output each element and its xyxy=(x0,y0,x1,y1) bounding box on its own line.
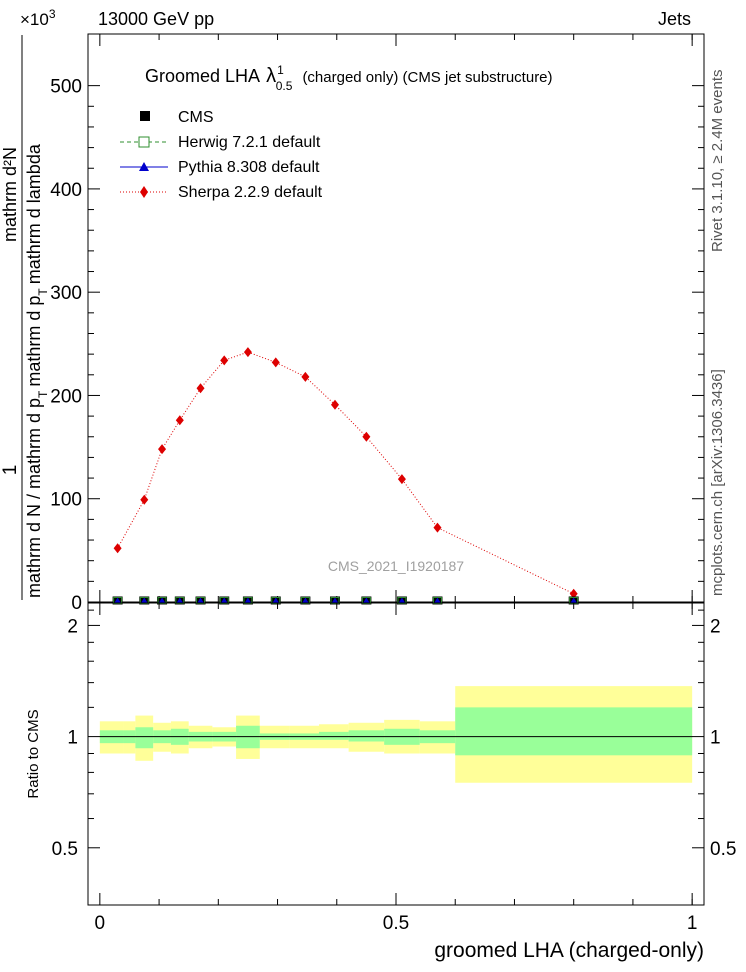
sherpa-point xyxy=(330,399,339,410)
sherpa-point xyxy=(433,522,442,533)
ytick-label-100: 100 xyxy=(50,490,82,511)
main-series-group xyxy=(112,347,579,605)
pythia-point xyxy=(434,597,441,603)
pythia-point xyxy=(302,597,309,603)
legend-label-sherpa: Sherpa 2.2.9 default xyxy=(178,184,323,201)
legend-label-pythia: Pythia 8.308 default xyxy=(178,159,320,176)
xlabel: groomed LHA (charged-only) xyxy=(434,939,704,962)
pythia-point xyxy=(331,597,338,603)
pythia-point xyxy=(114,597,121,603)
pythia-point xyxy=(570,597,577,603)
sherpa-point xyxy=(140,494,149,505)
legend-label-herwig: Herwig 7.2.1 default xyxy=(178,134,321,151)
ratio-bands xyxy=(99,686,693,783)
pythia-point xyxy=(176,597,183,603)
ratio-ytick-label-left: 2 xyxy=(67,616,78,637)
legend-marker-cms xyxy=(140,111,150,121)
sherpa-point xyxy=(243,347,252,358)
header-left: 13000 GeV pp xyxy=(98,9,214,29)
sherpa-point xyxy=(220,355,229,366)
sherpa-point xyxy=(175,415,184,426)
main-axis-ticks: 0 100 200 300 400 500 xyxy=(50,34,704,614)
sherpa-point xyxy=(271,357,280,368)
legend: CMS Herwig 7.2.1 default Pythia 8.308 de… xyxy=(120,109,323,201)
sherpa-point xyxy=(397,474,406,485)
legend-marker-pythia xyxy=(139,162,149,171)
pythia-point xyxy=(272,597,279,603)
ytick-label-0: 0 xyxy=(71,593,82,614)
ratio-inner-band xyxy=(455,707,693,756)
ratio-inner-band xyxy=(348,730,385,742)
legend-marker-herwig xyxy=(138,136,150,148)
ytick-label-300: 300 xyxy=(50,283,82,304)
ratio-inner-band xyxy=(319,731,349,740)
rivet-label: Rivet 3.1.10, ≥ 2.4M events xyxy=(709,70,726,253)
ratio-ylabel: Ratio to CMS xyxy=(25,709,42,798)
ytick-label-500: 500 xyxy=(50,77,82,98)
ylabel-line1: mathrm d N / mathrm d pTmathrm d pTmathr… xyxy=(24,143,50,598)
pythia-point xyxy=(197,597,204,603)
ratio-ytick-label-left: 0.5 xyxy=(52,839,78,860)
pythia-point xyxy=(159,597,166,603)
header-exponent: ×103 xyxy=(20,7,56,29)
sherpa-point xyxy=(196,383,205,394)
legend-label-cms: CMS xyxy=(178,109,214,126)
analysis-watermark: CMS_2021_I1920187 xyxy=(328,558,464,574)
legend-marker-sherpa xyxy=(140,186,148,198)
ratio-ytick-label-right: 1 xyxy=(710,728,721,749)
main-ylabel: 1 mathrm d N / mathrm d pTmathrm d pTmat… xyxy=(0,35,50,600)
ratio-axis-ticks: 0.5 0.5 1 1 2 2 0 0.5 1 xyxy=(52,603,736,934)
sherpa-line xyxy=(117,351,574,595)
sherpa-point xyxy=(113,543,122,554)
ratio-ytick-label-right: 2 xyxy=(710,616,721,637)
sherpa-point xyxy=(158,444,167,455)
ratio-ytick-label-left: 1 xyxy=(67,728,78,749)
ylabel-fraction-top: 1 xyxy=(0,465,21,476)
ratio-xtick-label: 0.5 xyxy=(383,913,409,934)
chart-title: Groomed LHA λ1 0.5 (charged only) (CMS jet … xyxy=(145,63,553,93)
pythia-point xyxy=(141,597,148,603)
pythia-point xyxy=(363,597,370,603)
sherpa-point xyxy=(301,371,310,382)
ylabel-top-line: mathrm d²N xyxy=(0,147,20,242)
sherpa-point xyxy=(569,588,578,599)
ytick-label-400: 400 xyxy=(50,180,82,201)
header-right: Jets xyxy=(658,9,691,29)
ratio-ytick-label-right: 0.5 xyxy=(710,839,736,860)
sherpa-point xyxy=(362,431,371,442)
pythia-point xyxy=(398,597,405,603)
pythia-point xyxy=(244,597,251,603)
ratio-inner-band xyxy=(135,727,154,749)
mcplots-label: mcplots.cern.ch [arXiv:1306.3436] xyxy=(709,369,726,596)
ratio-xtick-label: 0 xyxy=(95,913,106,934)
ratio-xtick-label: 1 xyxy=(687,913,698,934)
ytick-label-200: 200 xyxy=(50,386,82,407)
pythia-point xyxy=(221,597,228,603)
